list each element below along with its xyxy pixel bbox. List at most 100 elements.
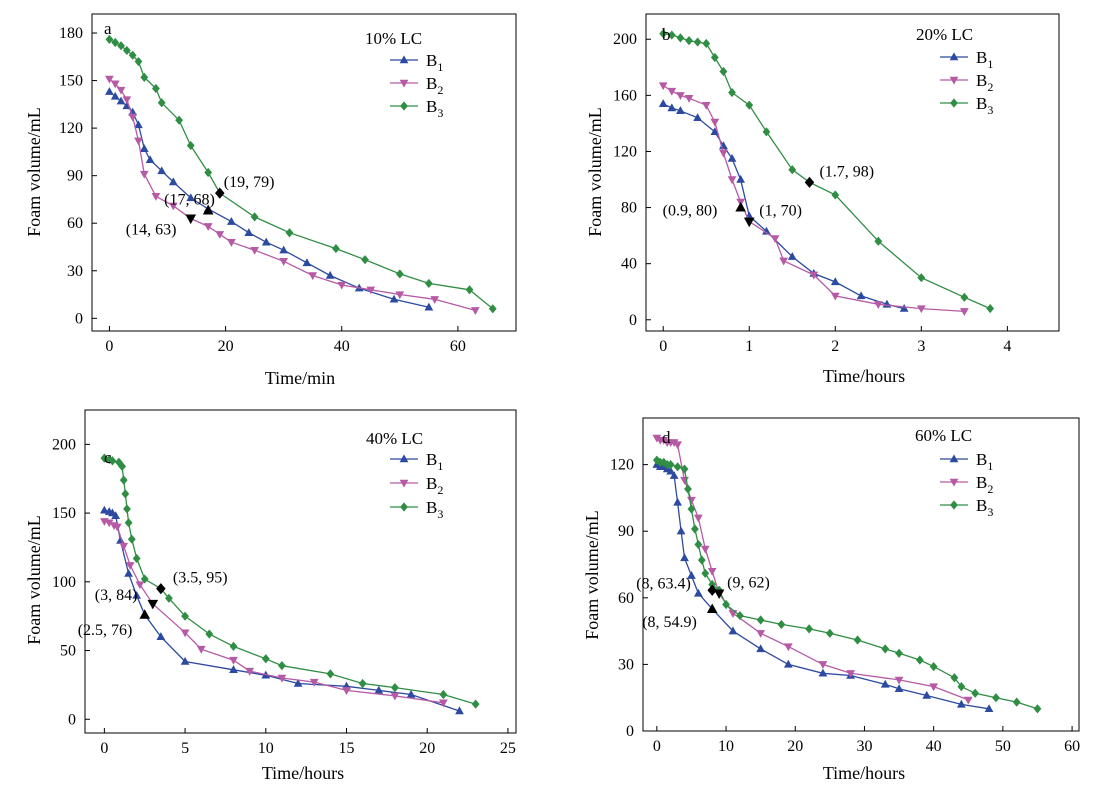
data-point (894, 676, 904, 685)
annotation-marker (202, 204, 214, 215)
data-point (693, 113, 702, 122)
panel-label: b (662, 25, 671, 44)
series-B3 (105, 34, 497, 314)
annotation-marker (804, 176, 815, 188)
plot-frame (645, 13, 1060, 332)
data-point (128, 113, 138, 122)
x-tick-label: 0 (105, 338, 113, 355)
legend-label: B1 (426, 450, 443, 473)
data-point (309, 678, 319, 687)
chart-title: 60% LC (915, 426, 972, 445)
data-point (667, 30, 676, 40)
data-point (111, 511, 121, 520)
legend-label: B2 (976, 473, 993, 496)
legend-entry: B3 (390, 498, 443, 521)
x-tick-label: 30 (856, 738, 872, 755)
legend-marker (400, 502, 408, 512)
data-point (929, 662, 938, 672)
data-point (788, 165, 797, 175)
legend-marker (399, 454, 409, 463)
data-point (227, 217, 236, 225)
data-point (124, 518, 133, 528)
series-B2 (100, 518, 448, 708)
data-point (134, 120, 143, 129)
data-point (719, 66, 728, 77)
data-point (659, 457, 668, 467)
data-point (922, 690, 932, 699)
data-point (756, 644, 766, 653)
data-point (117, 41, 125, 51)
data-point (658, 99, 668, 107)
y-ticks: 0 40 80 120 160 200 (613, 31, 651, 329)
data-point (762, 226, 771, 235)
legend-marker (950, 500, 958, 510)
data-point (135, 581, 145, 590)
legend-label: B1 (426, 51, 443, 74)
data-point (687, 496, 696, 505)
x-tick-label: 1 (745, 338, 753, 355)
series-line (104, 457, 476, 705)
legend-entry: B3 (390, 97, 443, 120)
legend-marker (399, 479, 409, 488)
legend-entry: B2 (390, 74, 443, 97)
annotation-layer: (0.9, 80) (1, 70) (1.7, 98) (663, 163, 874, 228)
annotation-marker (156, 583, 166, 595)
data-point (929, 683, 939, 692)
data-point (186, 140, 195, 151)
legend-entry: B1 (940, 450, 993, 473)
data-point (470, 307, 480, 315)
data-point (165, 593, 173, 603)
panel-label: c (104, 448, 112, 467)
legend-label: B3 (426, 498, 443, 521)
data-point (673, 497, 682, 506)
annotation-marker (706, 603, 718, 614)
y-tick-label: 30 (618, 656, 634, 673)
data-point (652, 434, 662, 443)
annotation-label: (8, 54.9) (642, 614, 697, 631)
y-tick-label: 200 (52, 436, 76, 453)
data-point (111, 37, 120, 48)
data-point (134, 137, 143, 146)
data-point (105, 75, 114, 84)
data-point (960, 292, 969, 302)
data-point (105, 87, 114, 95)
data-point (395, 269, 404, 279)
legend-marker (399, 55, 409, 64)
data-point (124, 568, 133, 577)
annotation-marker (743, 217, 755, 228)
data-point (424, 302, 434, 311)
y-tick-label: 200 (613, 31, 637, 48)
data-point (992, 693, 1000, 703)
series-line (662, 103, 905, 310)
data-point (1012, 697, 1021, 707)
y-tick-label: 0 (629, 312, 637, 329)
data-point (366, 286, 376, 295)
data-point (374, 685, 384, 694)
data-point (701, 568, 710, 578)
data-point (118, 461, 127, 471)
data-point (708, 579, 717, 590)
data-point (180, 629, 190, 638)
y-ticks: 0 30 60 90 120 (610, 457, 648, 740)
x-tick-label: 2 (831, 338, 839, 355)
chart-title: 40% LC (366, 429, 423, 448)
data-point (424, 278, 433, 289)
legend-entry: B1 (390, 450, 443, 473)
y-tick-label: 0 (75, 310, 83, 327)
data-point (880, 679, 890, 688)
panel-b: 0 1 2 3 4 0 40 80 120 160 200 (0.9, 80) (1, 70) (1.… (585, 13, 1060, 386)
annotation-layer: (2.5, 76) (3, 84) (3.5, 95) (78, 570, 228, 639)
legend-entry: B2 (940, 71, 993, 94)
data-point (488, 304, 497, 314)
data-point (899, 303, 909, 312)
x-ticks: 0 1 2 3 4 (659, 326, 1011, 355)
y-tick-label: 160 (613, 87, 637, 104)
legend-marker (949, 454, 959, 463)
x-tick-label: 0 (659, 338, 667, 355)
y-tick-label: 90 (67, 168, 83, 185)
data-point (669, 471, 679, 479)
data-point (728, 610, 738, 618)
data-point (175, 115, 184, 125)
data-point (127, 534, 136, 544)
